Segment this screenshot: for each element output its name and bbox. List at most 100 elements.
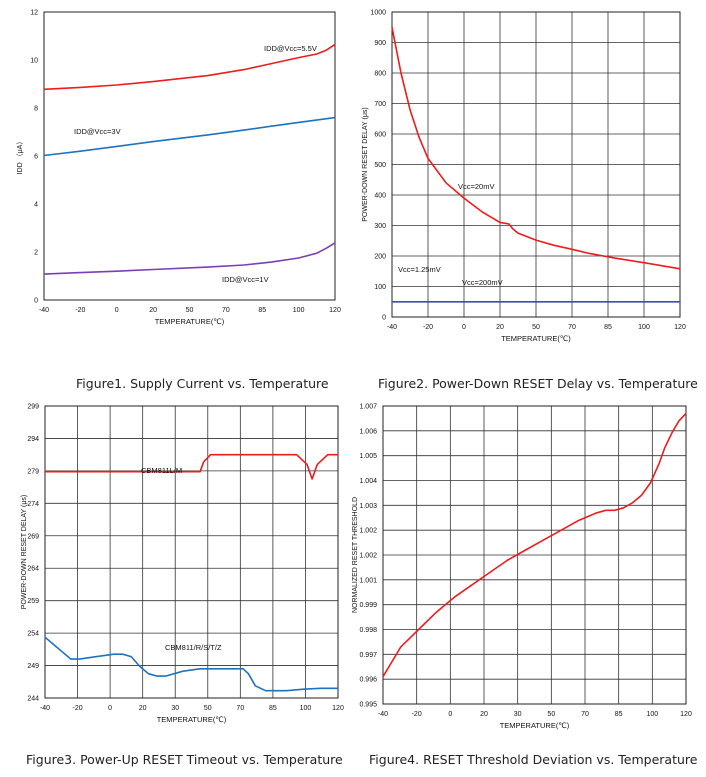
x-tick-label: 100 [293, 307, 305, 314]
y-tick-label: 294 [27, 436, 39, 443]
y-tick-label: 279 [27, 468, 39, 475]
series-label: IDD@Vcc=3V [74, 127, 121, 136]
x-tick-label: -20 [75, 307, 85, 314]
x-tick-label: 50 [532, 324, 540, 331]
caption-figure4: Figure4. RESET Threshold Deviation vs. T… [369, 752, 698, 767]
y-tick-label: 900 [374, 40, 386, 47]
y-tick-label: 2 [34, 250, 38, 257]
x-tick-label: 120 [332, 705, 344, 712]
x-tick-label: 120 [680, 711, 692, 718]
y-tick-label: 200 [374, 254, 386, 261]
x-tick-label: 0 [108, 705, 112, 712]
x-tick-label: 70 [236, 705, 244, 712]
chart-2: -40 -20 0 20 50 70 85 100 120 0 100 200 300 400 500 600… [362, 10, 686, 344]
y-axis-title: NORMALIZED RESET THRESHOLD [352, 497, 359, 613]
y-tick-label: 1.006 [359, 428, 377, 435]
x-tick-label: 85 [604, 324, 612, 331]
y-tick-label: 1.002 [359, 528, 377, 535]
y-tick-label: 400 [374, 193, 386, 200]
y-tick-label: 12 [30, 10, 38, 17]
caption-figure2: Figure2. Power-Down RESET Delay vs. Temp… [378, 376, 698, 391]
x-axis-title: TEMPERATURE(℃) [157, 715, 227, 724]
x-tick-label: 30 [514, 711, 522, 718]
x-tick-label: 100 [638, 324, 650, 331]
y-tick-label: 1.005 [359, 453, 377, 460]
y-tick-label: 1.003 [359, 503, 377, 510]
chart-4: -40 -20 0 20 30 50 70 85 100 120 0.995 0.996 0.997 0.… [352, 404, 692, 731]
series-label: IDD@Vcc=5.5V [264, 44, 317, 53]
series-label: CBM811/R/S/T/Z [165, 643, 222, 652]
x-tick-label: 20 [496, 324, 504, 331]
y-tick-label: 299 [27, 404, 39, 411]
y-tick-label: 6 [34, 154, 38, 161]
y-tick-label: 244 [27, 696, 39, 703]
y-tick-label: 600 [374, 132, 386, 139]
series-label: CBM811L/M [141, 466, 182, 475]
y-axis-title: POWER-DOWN RESET DELAY (μs) [362, 107, 369, 222]
x-tick-label: 85 [269, 705, 277, 712]
y-tick-label: 4 [34, 202, 38, 209]
series-label: Vcc=200mV [462, 278, 503, 287]
y-tick-label: 8 [34, 106, 38, 113]
y-tick-label: 700 [374, 101, 386, 108]
x-tick-label: 85 [258, 307, 266, 314]
x-tick-label: -40 [378, 711, 388, 718]
x-tick-label: 70 [568, 324, 576, 331]
y-tick-label: 0.998 [359, 627, 377, 634]
y-tick-label: 254 [27, 631, 39, 638]
y-tick-label: 249 [27, 663, 39, 670]
x-tick-label: -40 [39, 307, 49, 314]
x-tick-label: -40 [40, 705, 50, 712]
y-tick-label: 1000 [370, 10, 386, 17]
y-tick-label: 1.001 [359, 577, 377, 584]
y-tick-label: 0.999 [359, 602, 377, 609]
series-line [391, 27, 681, 270]
y-tick-label: 100 [374, 284, 386, 291]
series-line [43, 116, 336, 157]
y-tick-label: 259 [27, 598, 39, 605]
y-tick-label: 1.004 [359, 478, 377, 485]
plot-frame [43, 11, 336, 301]
plot-frame [391, 11, 681, 318]
y-tick-label: 1.002 [359, 553, 377, 560]
x-tick-label: 20 [480, 711, 488, 718]
x-tick-label: 100 [300, 705, 312, 712]
x-tick-label: -20 [72, 705, 82, 712]
x-tick-label: 120 [674, 324, 686, 331]
y-tick-label: 0.995 [359, 702, 377, 709]
caption-figure3: Figure3. Power-Up RESET Timeout vs. Temp… [26, 752, 343, 767]
x-tick-label: 50 [547, 711, 555, 718]
chart-3: -40 -20 0 20 30 50 70 85 100 120 244 249 254 259 264 26… [21, 404, 344, 725]
y-tick-label: 300 [374, 223, 386, 230]
x-tick-label: 70 [581, 711, 589, 718]
chart-annotation: Vcc=1.25mV [398, 265, 441, 274]
series-line [43, 242, 336, 275]
y-tick-label: 0 [382, 315, 386, 322]
series-line [43, 43, 336, 91]
series-line [44, 636, 338, 692]
series-label: Vcc=20mV [458, 182, 494, 191]
plot-frame [44, 405, 339, 699]
y-axis-title: POWER-DOWN RESET DELAY (μs) [21, 495, 28, 610]
y-tick-label: 0 [34, 298, 38, 305]
y-tick-label: 10 [30, 58, 38, 65]
x-tick-label: 30 [171, 705, 179, 712]
y-axis-title: IDD （μA） [16, 138, 24, 175]
x-tick-label: 50 [204, 705, 212, 712]
x-tick-label: 120 [329, 307, 341, 314]
x-axis-title: TEMPERATURE(℃) [501, 334, 571, 343]
series-label: IDD@Vcc=1V [222, 275, 269, 284]
y-tick-label: 274 [27, 501, 39, 508]
x-axis-title: TEMPERATURE(℃) [155, 317, 225, 326]
y-tick-label: 269 [27, 533, 39, 540]
y-tick-label: 1.007 [359, 404, 377, 411]
x-tick-label: 20 [149, 307, 157, 314]
x-tick-label: 0 [448, 711, 452, 718]
caption-figure1: Figure1. Supply Current vs. Temperature [76, 376, 329, 391]
y-tick-label: 800 [374, 71, 386, 78]
x-axis-title: TEMPERATURE(℃) [500, 721, 570, 730]
x-tick-label: 0 [462, 324, 466, 331]
x-tick-label: 70 [222, 307, 230, 314]
x-tick-label: 20 [139, 705, 147, 712]
